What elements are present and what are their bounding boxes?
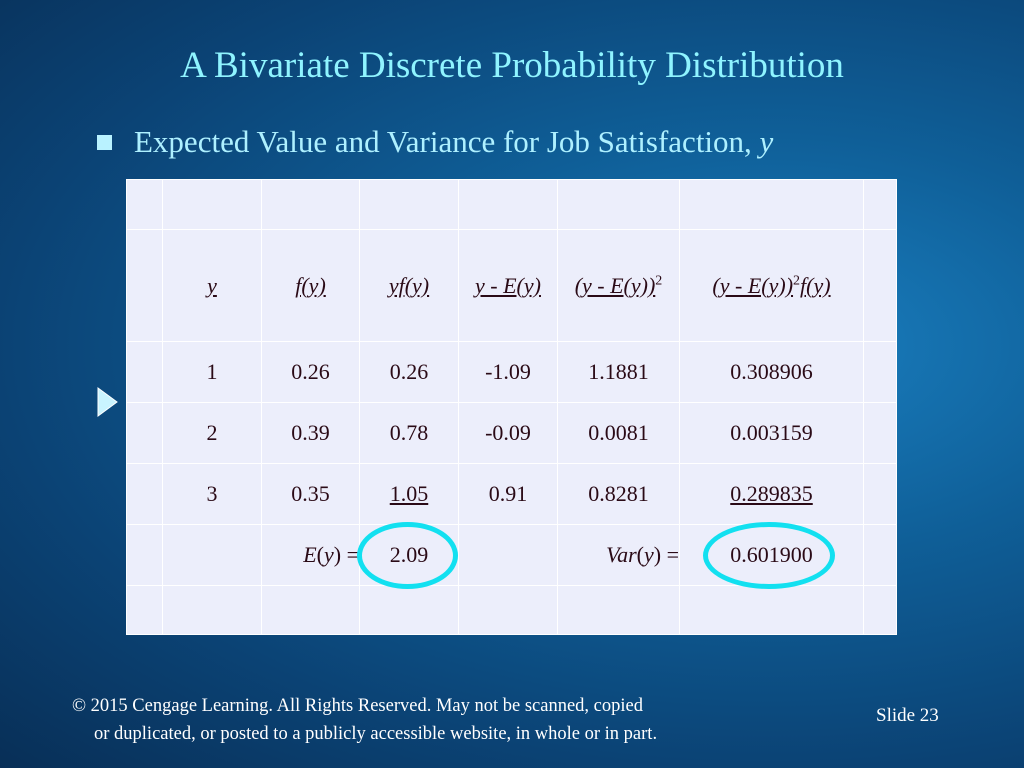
cell-y: 3: [162, 463, 262, 525]
copyright-line: © 2015 Cengage Learning. All Rights Rese…: [72, 696, 643, 716]
cell-f: 0.39: [261, 402, 360, 464]
cell-y: 2: [162, 402, 262, 464]
slide-number: Slide 23: [876, 705, 939, 726]
triangle-pointer-icon: [97, 387, 118, 417]
table-row: [126, 179, 897, 230]
bullet-point: Expected Value and Variance for Job Sati…: [97, 122, 773, 162]
cell-weighted-deviation-squared: 0.289835: [679, 463, 864, 525]
header-yf: yf(y): [359, 229, 459, 342]
cell-deviation: 0.91: [458, 463, 558, 525]
cell-weighted-deviation-squared: 0.308906: [679, 341, 864, 403]
header-y: y: [162, 229, 262, 342]
header-deviation: y - E(y): [458, 229, 558, 342]
cell-deviation-squared: 0.8281: [557, 463, 680, 525]
bullet-variable: y: [759, 124, 774, 159]
expected-value-label: E(y) =: [261, 524, 360, 586]
bullet-label: Expected Value and Variance for Job Sati…: [134, 124, 760, 159]
table-row: 2 0.39 0.78 -0.09 0.0081 0.003159: [126, 402, 897, 464]
cell-yf: 0.78: [359, 402, 459, 464]
distribution-table: y f(y) yf(y) y - E(y) (y - E(y))2 (y - E…: [126, 179, 897, 635]
copyright-line: or duplicated, or posted to a publicly a…: [94, 724, 658, 744]
square-bullet-icon: [97, 134, 112, 150]
bullet-text: Expected Value and Variance for Job Sati…: [134, 124, 773, 160]
cell-deviation: -0.09: [458, 402, 558, 464]
cell-weighted-deviation-squared: 0.003159: [679, 402, 864, 464]
header-deviation-squared: (y - E(y))2: [557, 229, 680, 342]
cell-f: 0.26: [261, 341, 360, 403]
cell-yf: 1.05: [359, 463, 459, 525]
table-row: 3 0.35 1.05 0.91 0.8281 0.289835: [126, 463, 897, 525]
variance-value: 0.601900: [679, 522, 864, 589]
cell-yf: 0.26: [359, 341, 459, 403]
table-row: [126, 585, 897, 635]
expected-value: 2.09: [357, 522, 459, 589]
cell-y: 1: [162, 341, 262, 403]
summary-row: E(y) = 2.09 Var(y) = 0.601900: [126, 522, 897, 589]
cell-deviation-squared: 1.1881: [557, 341, 680, 403]
cell-f: 0.35: [261, 463, 360, 525]
header-weighted-deviation-squared: (y - E(y))2f(y): [679, 229, 864, 342]
header-f: f(y): [261, 229, 360, 342]
variance-label: Var(y) =: [557, 524, 680, 586]
cell-deviation: -1.09: [458, 341, 558, 403]
header-row: y f(y) yf(y) y - E(y) (y - E(y))2 (y - E…: [126, 229, 897, 342]
cell-deviation-squared: 0.0081: [557, 402, 680, 464]
copyright-footer: © 2015 Cengage Learning. All Rights Rese…: [72, 692, 657, 748]
table-row: 1 0.26 0.26 -1.09 1.1881 0.308906: [126, 341, 897, 403]
slide-title: A Bivariate Discrete Probability Distrib…: [180, 45, 844, 86]
